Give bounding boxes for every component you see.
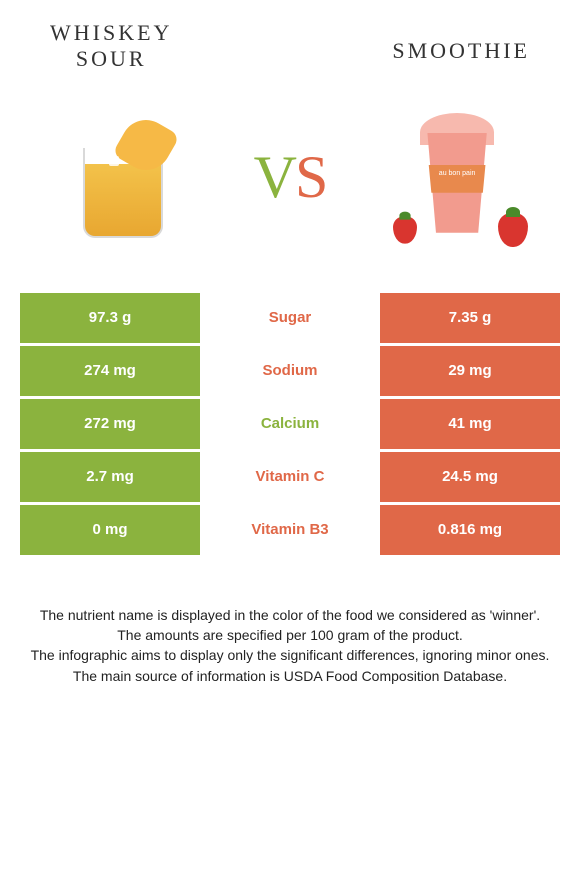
title-left-line1: Whiskey	[50, 20, 172, 46]
title-left-line2: sour	[50, 46, 172, 72]
footer-line: The nutrient name is displayed in the co…	[10, 605, 570, 625]
table-row: 274 mgSodium29 mg	[20, 346, 560, 396]
cell-right-value: 7.35 g	[380, 293, 560, 343]
cell-left-value: 0 mg	[20, 505, 200, 555]
footer-line: The amounts are specified per 100 gram o…	[10, 625, 570, 645]
titles-row: Whiskey sour Smoothie	[0, 0, 580, 73]
cell-nutrient-label: Vitamin C	[200, 452, 380, 502]
cell-right-value: 41 mg	[380, 399, 560, 449]
cell-nutrient-label: Vitamin B3	[200, 505, 380, 555]
cell-right-value: 29 mg	[380, 346, 560, 396]
whiskey-image	[48, 103, 198, 253]
title-left: Whiskey sour	[50, 20, 172, 73]
vs-s: S	[295, 144, 326, 210]
table-row: 0 mgVitamin B30.816 mg	[20, 505, 560, 555]
cell-right-value: 24.5 mg	[380, 452, 560, 502]
cell-nutrient-label: Sodium	[200, 346, 380, 396]
cell-left-value: 97.3 g	[20, 293, 200, 343]
vs-v: V	[254, 144, 295, 210]
strawberry-icon	[393, 216, 417, 243]
nutrient-table: 97.3 gSugar7.35 g274 mgSodium29 mg272 mg…	[20, 293, 560, 555]
cell-nutrient-label: Sugar	[200, 293, 380, 343]
smoothie-image: au bon pain	[382, 103, 532, 253]
cell-left-value: 274 mg	[20, 346, 200, 396]
table-row: 272 mgCalcium41 mg	[20, 399, 560, 449]
cell-left-value: 272 mg	[20, 399, 200, 449]
vs-label: VS	[254, 143, 327, 212]
table-row: 2.7 mgVitamin C24.5 mg	[20, 452, 560, 502]
table-row: 97.3 gSugar7.35 g	[20, 293, 560, 343]
cell-left-value: 2.7 mg	[20, 452, 200, 502]
cell-right-value: 0.816 mg	[380, 505, 560, 555]
images-row: VS au bon pain	[0, 73, 580, 293]
whiskey-glass-icon	[83, 148, 163, 238]
cell-nutrient-label: Calcium	[200, 399, 380, 449]
smoothie-cup-icon: au bon pain	[382, 103, 532, 253]
strawberry-icon	[498, 213, 528, 247]
footer-notes: The nutrient name is displayed in the co…	[10, 605, 570, 686]
footer-line: The infographic aims to display only the…	[10, 645, 570, 665]
cup-brand-label: au bon pain	[424, 165, 490, 193]
title-right: Smoothie	[392, 38, 530, 73]
footer-line: The main source of information is USDA F…	[10, 666, 570, 686]
